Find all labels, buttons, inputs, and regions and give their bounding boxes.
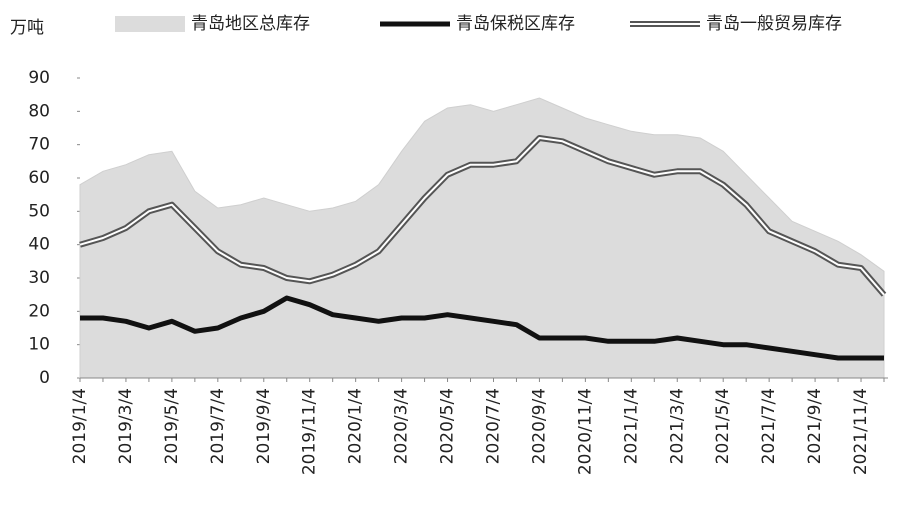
x-tick-label: 2020/7/4 <box>483 388 503 464</box>
legend-label: 青岛保税区库存 <box>456 14 575 34</box>
y-tick-label: 50 <box>28 201 50 221</box>
y-tick-label: 70 <box>28 135 50 155</box>
x-tick-label: 2020/11/4 <box>575 388 595 475</box>
x-tick-label: 2020/1/4 <box>346 388 366 464</box>
x-tick-label: 2019/9/4 <box>254 388 274 464</box>
legend-label: 青岛地区总库存 <box>191 14 310 34</box>
x-tick-label: 2020/5/4 <box>438 388 458 464</box>
x-tick-label: 2019/7/4 <box>208 388 228 464</box>
legend-label: 青岛一般贸易库存 <box>706 14 842 34</box>
x-tick-label: 2019/11/4 <box>300 388 320 475</box>
y-tick-label: 40 <box>28 235 50 255</box>
x-tick-label: 2021/7/4 <box>759 388 779 464</box>
x-tick-label: 2021/11/4 <box>851 388 871 475</box>
x-tick-label: 2019/1/4 <box>70 388 90 464</box>
y-tick-label: 30 <box>28 268 50 288</box>
x-tick-label: 2019/5/4 <box>162 388 182 464</box>
line <box>79 137 885 296</box>
x-tick-label: 2020/9/4 <box>529 388 549 464</box>
area <box>79 97 885 379</box>
x-tick-label: 2020/3/4 <box>392 388 412 464</box>
line <box>80 295 884 361</box>
y-tick-label: 10 <box>28 335 50 355</box>
y-tick-label: 0 <box>39 368 50 388</box>
x-tick-label: 2021/9/4 <box>805 388 825 464</box>
legend-swatch <box>115 16 185 32</box>
x-tick-label: 2021/3/4 <box>667 388 687 464</box>
x-tick-label: 2021/5/4 <box>713 388 733 464</box>
y-axis-unit: 万吨 <box>10 18 44 38</box>
y-tick-label: 20 <box>28 301 50 321</box>
x-tick-label: 2019/3/4 <box>116 388 136 464</box>
y-tick-label: 80 <box>28 101 50 121</box>
x-tick-label: 2021/1/4 <box>621 388 641 464</box>
y-tick-label: 60 <box>28 168 50 188</box>
y-tick-label: 90 <box>28 68 50 88</box>
